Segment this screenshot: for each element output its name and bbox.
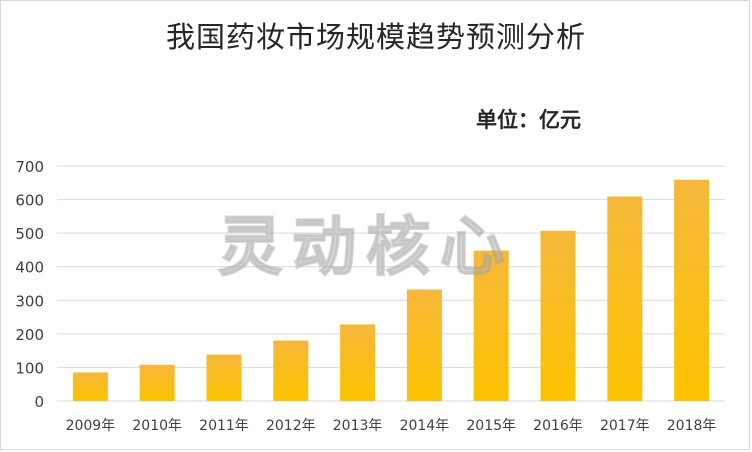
bar-2016年: [540, 230, 576, 401]
bar-2012年: [273, 340, 309, 401]
x-tick-label: 2009年: [66, 418, 116, 434]
y-tick-label: 400: [15, 259, 44, 277]
bars: [72, 179, 710, 401]
unit-label: 单位：亿元: [476, 107, 581, 132]
bar-2009年: [72, 372, 108, 401]
bar-2018年: [674, 179, 710, 401]
bar-2010年: [139, 364, 175, 401]
bar-2014年: [406, 289, 442, 401]
y-tick-label: 0: [34, 393, 44, 411]
chart-title: 我国药妆市场规模趋势预测分析: [165, 20, 586, 54]
x-tick-label: 2014年: [400, 418, 450, 434]
bar-2017年: [607, 196, 643, 401]
x-tick-label: 2017年: [600, 418, 650, 434]
x-tick-label: 2013年: [333, 418, 383, 434]
x-tick-label: 2011年: [199, 418, 249, 434]
x-tick-label: 2015年: [466, 418, 516, 434]
y-tick-label: 100: [15, 359, 44, 377]
x-tick-label: 2018年: [667, 418, 717, 434]
y-axis: 0 100 200 300 400 500 600 700: [15, 158, 44, 411]
bar-2015年: [473, 250, 509, 401]
x-tick-label: 2016年: [533, 418, 583, 434]
y-tick-label: 600: [15, 192, 44, 210]
bar-2013年: [340, 324, 376, 401]
y-tick-label: 700: [15, 158, 44, 176]
y-tick-label: 300: [15, 292, 44, 310]
y-tick-label: 200: [15, 326, 44, 344]
x-axis: 2009年 2010年 2011年 2012年 2013年 2014年 2015年 2016年…: [66, 418, 717, 434]
y-tick-label: 500: [15, 225, 44, 243]
bar-2011年: [206, 354, 242, 401]
x-tick-label: 2010年: [132, 418, 182, 434]
x-tick-label: 2012年: [266, 418, 316, 434]
